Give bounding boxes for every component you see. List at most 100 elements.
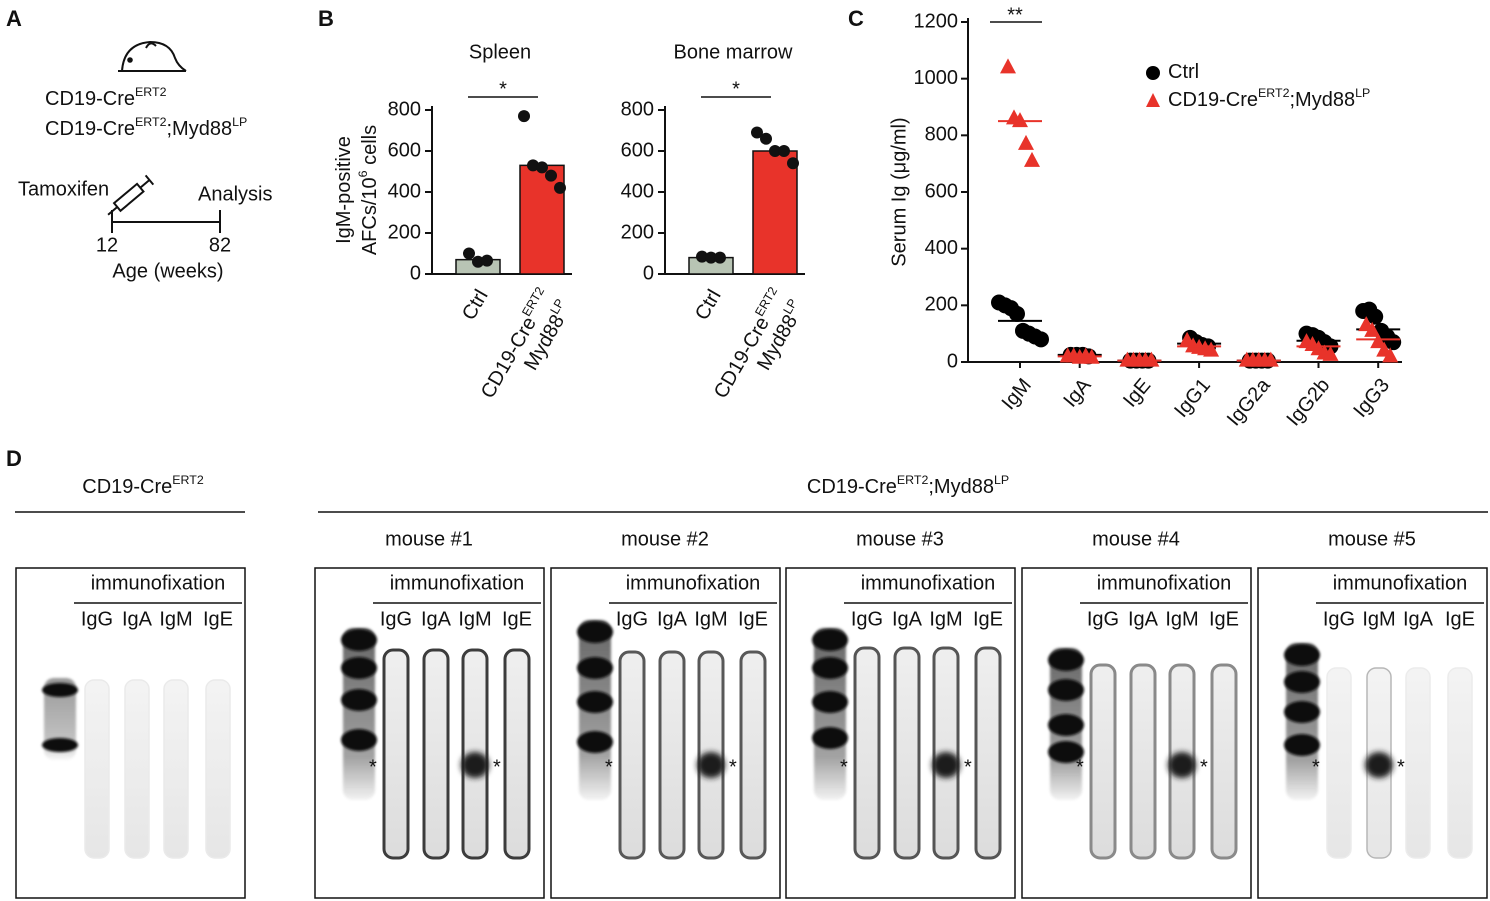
lane (84, 679, 110, 859)
y-tick-label: 200 (925, 294, 958, 316)
superscript: ERT2 (135, 115, 167, 129)
blot-title: mouse #3 (856, 528, 944, 550)
lane-label: IgG (81, 608, 113, 630)
ladder-band (812, 727, 848, 749)
superscript: LP (548, 297, 568, 317)
panel-label: C (848, 6, 864, 31)
lane-label: IgG (1087, 608, 1119, 630)
group-header: CD19-CreERT2 (82, 473, 204, 498)
ladder-mark: * (605, 756, 613, 778)
y-tick-label: 600 (621, 139, 654, 161)
chart-title: Spleen (469, 41, 531, 63)
data-point (1367, 308, 1384, 325)
text-run: Ctrl (458, 286, 493, 324)
data-point (1000, 58, 1016, 74)
lane (974, 646, 1002, 860)
text-run: ;Myd88 (928, 476, 994, 498)
data-point (1322, 345, 1339, 361)
blot-title: mouse #2 (621, 528, 709, 550)
data-point (705, 251, 717, 264)
lane-label: IgA (122, 608, 153, 630)
lane-label: IgM (458, 608, 491, 630)
lane-label: IgG (616, 608, 648, 630)
ladder-band (812, 657, 848, 679)
data-point (1012, 112, 1028, 128)
data-point (1203, 341, 1220, 357)
legend-marker (1146, 93, 1160, 107)
chart-title: Bone marrow (674, 41, 793, 63)
endpoint-label: Analysis (198, 183, 272, 205)
blot (550, 567, 781, 899)
y-tick-label: 400 (621, 180, 654, 202)
genotype-label: CD19-CreERT2;Myd88LP (45, 115, 247, 140)
data-point (787, 157, 799, 170)
lane-label: IgG (1323, 608, 1355, 630)
y-tick-label: 800 (621, 98, 654, 120)
text-run: CD19-Cre (45, 118, 135, 140)
ladder-mark: * (840, 756, 848, 778)
superscript: ERT2 (172, 473, 204, 487)
data-point (536, 161, 548, 174)
lane-label: IgA (1128, 608, 1159, 630)
superscript: LP (994, 473, 1009, 487)
x-tick-label: IgG3 (1349, 374, 1394, 421)
data-point (769, 145, 781, 157)
significance-label: * (499, 78, 507, 100)
lane (853, 646, 881, 860)
data-point (714, 251, 726, 264)
age-label: 12 (96, 234, 118, 256)
x-tick-label: IgG2b (1283, 374, 1335, 430)
lane-label: IgA (892, 608, 923, 630)
ladder-band (1048, 679, 1084, 701)
lane (618, 650, 646, 860)
lane-label: IgE (203, 608, 233, 630)
data-point (527, 159, 539, 172)
data-point (778, 145, 790, 157)
treatment-label: Tamoxifen (18, 178, 109, 200)
text-run: Ctrl (1168, 61, 1199, 83)
superscript: LP (232, 115, 247, 129)
data-point (1009, 305, 1025, 322)
data-point (472, 255, 484, 268)
superscript: ERT2 (1258, 86, 1290, 100)
text-run: CD19-Cre (1168, 89, 1258, 111)
data-point (1262, 351, 1279, 367)
superscript: LP (1355, 86, 1370, 100)
lane (205, 679, 231, 859)
lane-label: IgE (502, 608, 532, 630)
panel-label: D (6, 446, 22, 471)
y-tick-label: 200 (621, 221, 654, 243)
data-point (1033, 331, 1049, 348)
y-tick-label: 800 (925, 124, 958, 146)
data-point (1370, 333, 1387, 349)
text-run: ;Myd88 (1289, 89, 1355, 111)
ladder-band (341, 657, 377, 679)
data-point (1024, 151, 1040, 167)
method-label: immunofixation (626, 572, 761, 594)
mouse-icon (118, 40, 187, 72)
y-tick-label: 1000 (914, 67, 959, 89)
lane-label: IgM (1362, 608, 1395, 630)
ladder-band (341, 689, 377, 711)
group-header: CD19-CreERT2;Myd88LP (807, 473, 1009, 498)
lane (893, 646, 921, 860)
lane (658, 650, 686, 860)
ladder-band (1284, 734, 1320, 756)
y-tick-label: 0 (643, 262, 654, 284)
y-tick-label: 800 (388, 98, 421, 120)
blot (1257, 567, 1488, 899)
precipitate-band (461, 752, 489, 778)
ladder-band (812, 691, 848, 713)
ladder-band (812, 629, 848, 651)
lane-label: IgG (851, 608, 883, 630)
y-tick-label: 0 (410, 262, 421, 284)
data-point (518, 110, 530, 123)
lane-label: IgE (738, 608, 768, 630)
superscript: ERT2 (135, 85, 167, 99)
ladder-band (1048, 649, 1084, 671)
precipitate-band (932, 752, 960, 778)
ladder-band (1284, 701, 1320, 723)
text-run: Ctrl (691, 286, 726, 324)
legend-label: CD19-CreERT2;Myd88LP (1168, 86, 1370, 111)
